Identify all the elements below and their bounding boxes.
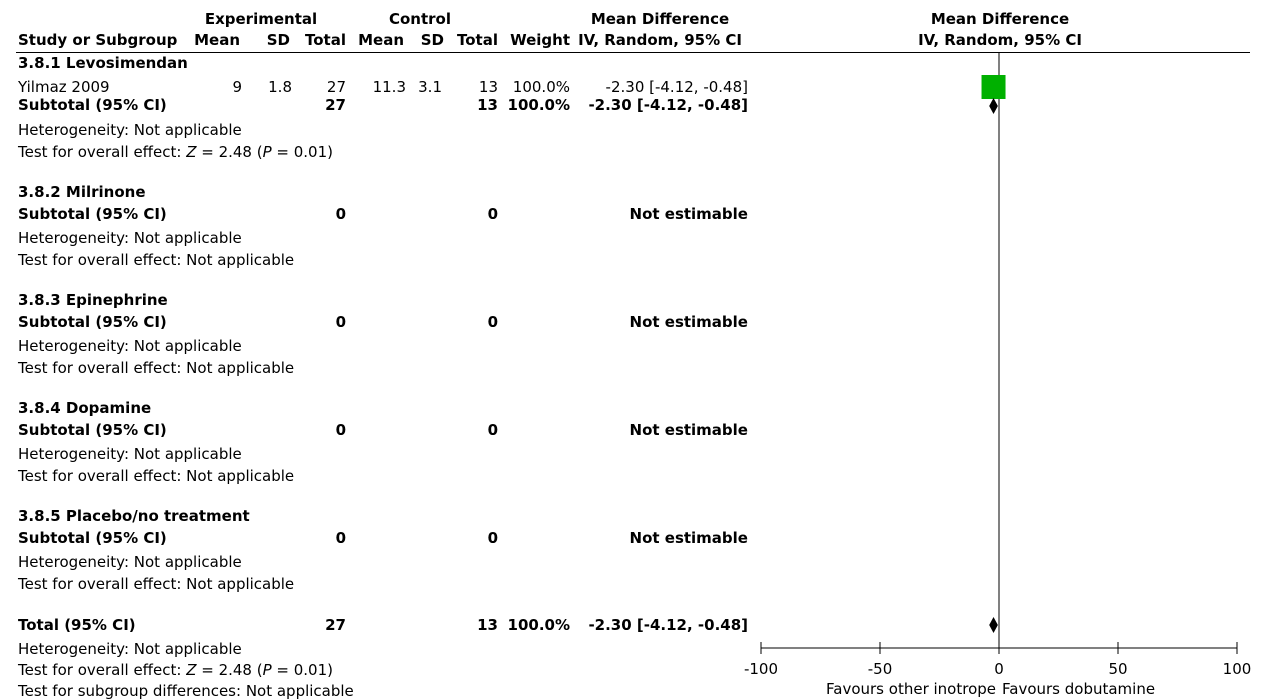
subgroup-differences-text: Test for subgroup differences: Not appli… <box>18 682 354 700</box>
subtotal-weight: 100.0% <box>507 96 570 114</box>
x-tick-label: 50 <box>1108 660 1127 678</box>
overall-effect-text: Test for overall effect: Not applicable <box>18 359 295 377</box>
heterogeneity-text: Heterogeneity: Not applicable <box>18 553 242 571</box>
x-tick-label: -100 <box>744 660 778 678</box>
total-md-ci: -2.30 [-4.12, -0.48] <box>588 616 748 634</box>
table-md-method: IV, Random, 95% CI <box>578 31 742 49</box>
subtotal-exp-total: 27 <box>325 96 346 114</box>
study-effect-square <box>981 75 1006 99</box>
heterogeneity-text: Heterogeneity: Not applicable <box>18 640 242 658</box>
weight-value: 100.0% <box>512 78 570 96</box>
subtotal-exp-total: 0 <box>335 205 346 223</box>
overall-effect-text: Test for overall effect: Not applicable <box>18 575 295 593</box>
x-tick-label: 100 <box>1223 660 1252 678</box>
ctl-mean-header: Mean <box>358 31 404 49</box>
subtotal-ctl-total: 0 <box>487 529 498 547</box>
favours-left-label: Favours other inotrope <box>826 680 996 698</box>
overall-effect-text: Test for overall effect: Not applicable <box>18 467 295 485</box>
ctl-sd-header: SD <box>420 31 444 49</box>
heterogeneity-text: Heterogeneity: Not applicable <box>18 229 242 247</box>
subtotal-ctl-total: 0 <box>487 421 498 439</box>
heterogeneity-text: Heterogeneity: Not applicable <box>18 445 242 463</box>
exp-mean-value: 9 <box>232 78 242 96</box>
subtotal-label: Subtotal (95% CI) <box>18 96 167 114</box>
exp-mean-header: Mean <box>194 31 240 49</box>
subtotal-exp-total: 0 <box>335 313 346 331</box>
subtotal-diamond <box>989 98 998 114</box>
subtotal-ctl-total: 0 <box>487 205 498 223</box>
subgroup-title: 3.8.1 Levosimendan <box>18 54 188 72</box>
overall-effect-text: Test for overall effect: Z = 2.48 (P = 0… <box>18 661 333 679</box>
plot-md-method: IV, Random, 95% CI <box>918 31 1082 49</box>
plot-md-title: Mean Difference <box>930 10 1070 28</box>
exp-sd-header: SD <box>266 31 290 49</box>
weight-header: Weight <box>510 31 570 49</box>
total-label: Total (95% CI) <box>18 616 136 634</box>
subtotal-exp-total: 0 <box>335 529 346 547</box>
total-exp-total: 27 <box>325 616 346 634</box>
favours-right-label: Favours dobutamine <box>1002 680 1155 698</box>
ctl-sd-value: 3.1 <box>418 78 442 96</box>
study-or-subgroup-header: Study or Subgroup <box>18 31 178 49</box>
subtotal-label: Subtotal (95% CI) <box>18 529 167 547</box>
subtotal-md-ci: Not estimable <box>629 313 748 331</box>
x-tick-label: 0 <box>994 660 1004 678</box>
overall-effect-text: Test for overall effect: Not applicable <box>18 251 295 269</box>
total-ctl-total: 13 <box>477 616 498 634</box>
study-name: Yilmaz 2009 <box>18 78 110 96</box>
subtotal-exp-total: 0 <box>335 421 346 439</box>
subtotal-md-ci: Not estimable <box>629 529 748 547</box>
overall-effect-text: Test for overall effect: Z = 2.48 (P = 0… <box>18 143 333 161</box>
table-md-title: Mean Difference <box>590 10 730 28</box>
exp-total-value: 27 <box>326 78 346 96</box>
exp-sd-value: 1.8 <box>268 78 292 96</box>
ctl-total-header: Total <box>457 31 498 49</box>
ctl-total-value: 13 <box>478 78 498 96</box>
subgroup-title: 3.8.4 Dopamine <box>18 399 152 417</box>
total-diamond <box>989 617 998 633</box>
subgroup-title: 3.8.3 Epinephrine <box>18 291 168 309</box>
control-group-header: Control <box>388 10 451 28</box>
subtotal-label: Subtotal (95% CI) <box>18 205 167 223</box>
ctl-mean-value: 11.3 <box>372 78 406 96</box>
subgroup-title: 3.8.5 Placebo/no treatment <box>18 507 250 525</box>
md-ci-value: -2.30 [-4.12, -0.48] <box>605 78 748 96</box>
subtotal-md-ci: -2.30 [-4.12, -0.48] <box>588 96 748 114</box>
heterogeneity-text: Heterogeneity: Not applicable <box>18 337 242 355</box>
subtotal-label: Subtotal (95% CI) <box>18 313 167 331</box>
subtotal-md-ci: Not estimable <box>629 421 748 439</box>
total-weight: 100.0% <box>507 616 570 634</box>
exp-total-header: Total <box>305 31 346 49</box>
x-tick-label: -50 <box>868 660 893 678</box>
header-rule <box>16 52 1250 53</box>
subtotal-ctl-total: 13 <box>477 96 498 114</box>
heterogeneity-text: Heterogeneity: Not applicable <box>18 121 242 139</box>
experimental-group-header: Experimental <box>204 10 318 28</box>
subtotal-ctl-total: 0 <box>487 313 498 331</box>
subgroup-title: 3.8.2 Milrinone <box>18 183 146 201</box>
subtotal-md-ci: Not estimable <box>629 205 748 223</box>
subtotal-label: Subtotal (95% CI) <box>18 421 167 439</box>
